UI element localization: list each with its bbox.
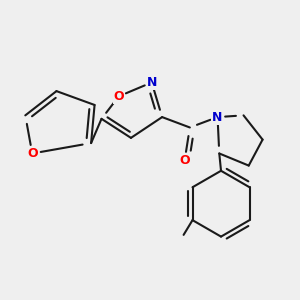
Text: N: N xyxy=(212,111,223,124)
Text: O: O xyxy=(113,90,124,103)
Text: N: N xyxy=(146,76,157,89)
Text: O: O xyxy=(27,147,38,160)
Text: O: O xyxy=(179,154,190,167)
